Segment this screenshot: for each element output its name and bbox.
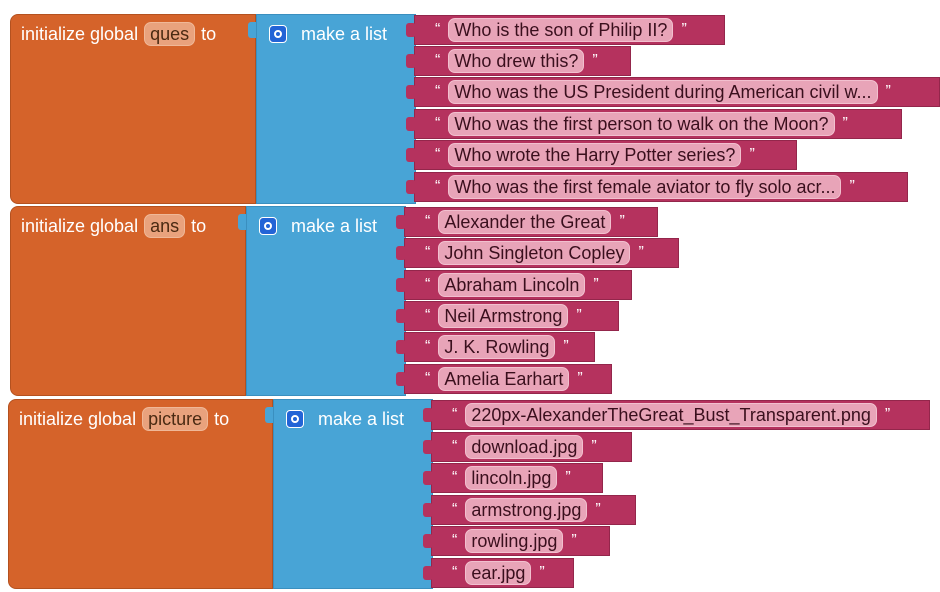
make-a-list-block-ans[interactable]: make a list [246, 206, 406, 396]
text-block-ans-6[interactable]: “Amelia Earhart” [404, 364, 612, 394]
list-socket [406, 180, 416, 194]
text-block-picture-2[interactable]: “download.jpg” [431, 432, 632, 462]
text-value[interactable]: Amelia Earhart [438, 367, 570, 391]
gear-icon[interactable] [269, 25, 287, 43]
list-socket [396, 246, 406, 260]
list-socket [423, 534, 433, 548]
text-value[interactable]: Who was the first female aviator to fly … [448, 175, 842, 199]
text-block-ques-5[interactable]: “Who wrote the Harry Potter series?” [414, 140, 797, 170]
list-socket [406, 23, 416, 37]
text-block-ques-3[interactable]: “Who was the US President during America… [414, 77, 940, 107]
text-value[interactable]: 220px-AlexanderTheGreat_Bust_Transparent… [465, 403, 877, 427]
list-socket [423, 503, 433, 517]
text-block-ans-4[interactable]: “Neil Armstrong” [404, 301, 619, 331]
text-value[interactable]: rowling.jpg [465, 529, 564, 553]
list-socket [406, 117, 416, 131]
initialize-global-picture-block[interactable]: initialize global picture to [8, 399, 273, 589]
to-label: to [201, 23, 217, 44]
list-socket [406, 85, 416, 99]
list-socket [396, 372, 406, 386]
text-value[interactable]: Who drew this? [448, 49, 585, 73]
text-value[interactable]: Who was the US President during American… [448, 80, 878, 104]
make-a-list-block-picture[interactable]: make a list [273, 399, 433, 589]
text-block-picture-5[interactable]: “rowling.jpg” [431, 526, 610, 556]
to-label: to [191, 215, 207, 236]
variable-name-ques[interactable]: ques [144, 22, 196, 46]
text-block-picture-4[interactable]: “armstrong.jpg” [431, 495, 636, 525]
text-value[interactable]: Who was the first person to walk on the … [448, 112, 835, 136]
text-block-ques-1[interactable]: “Who is the son of Philip II?” [414, 15, 725, 45]
gear-icon[interactable] [259, 217, 277, 235]
list-socket [423, 471, 433, 485]
text-value[interactable]: Alexander the Great [438, 210, 612, 234]
initialize-global-ques-block[interactable]: initialize global ques to [10, 14, 256, 204]
make-a-list-label: make a list [318, 408, 405, 429]
initialize-global-ans-block[interactable]: initialize global ans to [10, 206, 246, 396]
list-socket [423, 440, 433, 454]
text-block-ques-2[interactable]: “Who drew this?” [414, 46, 631, 76]
list-socket [406, 54, 416, 68]
list-socket [423, 566, 433, 580]
init-global-label: initialize global [19, 408, 137, 429]
text-block-ques-4[interactable]: “Who was the first person to walk on the… [414, 109, 902, 139]
text-block-picture-6[interactable]: “ear.jpg” [431, 558, 574, 588]
text-value[interactable]: John Singleton Copley [438, 241, 631, 265]
text-value[interactable]: Neil Armstrong [438, 304, 569, 328]
text-block-picture-1[interactable]: “220px-AlexanderTheGreat_Bust_Transparen… [431, 400, 930, 430]
text-block-ques-6[interactable]: “Who was the first female aviator to fly… [414, 172, 908, 202]
init-global-label: initialize global [21, 215, 139, 236]
text-value[interactable]: J. K. Rowling [438, 335, 556, 359]
text-value[interactable]: ear.jpg [465, 561, 532, 585]
to-label: to [214, 408, 230, 429]
text-block-picture-3[interactable]: “lincoln.jpg” [431, 463, 603, 493]
text-block-ans-5[interactable]: “J. K. Rowling” [404, 332, 595, 362]
list-socket [396, 340, 406, 354]
text-block-ans-1[interactable]: “Alexander the Great” [404, 207, 658, 237]
make-a-list-label: make a list [301, 23, 388, 44]
gear-icon[interactable] [286, 410, 304, 428]
text-value[interactable]: lincoln.jpg [465, 466, 558, 490]
text-value[interactable]: Abraham Lincoln [438, 273, 586, 297]
make-a-list-label: make a list [291, 215, 378, 236]
init-global-label: initialize global [21, 23, 139, 44]
text-value[interactable]: download.jpg [465, 435, 584, 459]
variable-name-picture[interactable]: picture [142, 407, 209, 431]
list-socket [423, 408, 433, 422]
text-value[interactable]: armstrong.jpg [465, 498, 588, 522]
make-a-list-block-ques[interactable]: make a list [256, 14, 416, 204]
variable-name-ans[interactable]: ans [144, 214, 186, 238]
text-value[interactable]: Who wrote the Harry Potter series? [448, 143, 742, 167]
list-socket [396, 278, 406, 292]
text-value[interactable]: Who is the son of Philip II? [448, 18, 674, 42]
list-socket [396, 215, 406, 229]
text-block-ans-3[interactable]: “Abraham Lincoln” [404, 270, 632, 300]
list-socket [396, 309, 406, 323]
text-block-ans-2[interactable]: “John Singleton Copley” [404, 238, 679, 268]
list-socket [406, 148, 416, 162]
